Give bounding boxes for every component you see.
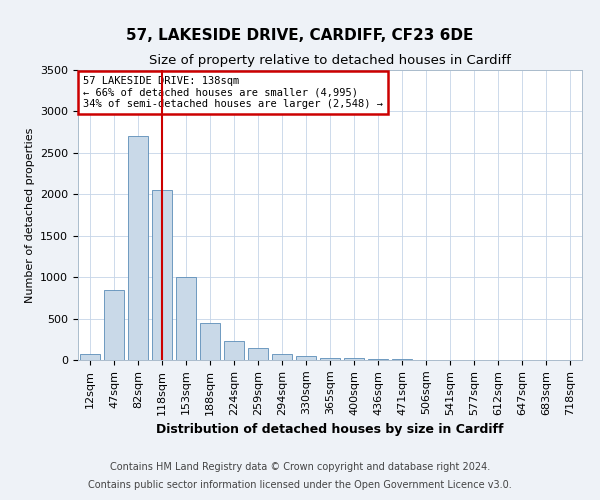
Bar bbox=[224, 342, 244, 360]
Bar bbox=[128, 136, 148, 360]
Bar bbox=[104, 290, 124, 360]
Text: 57, LAKESIDE DRIVE, CARDIFF, CF23 6DE: 57, LAKESIDE DRIVE, CARDIFF, CF23 6DE bbox=[127, 28, 473, 42]
Bar bbox=[200, 322, 220, 360]
Text: 57 LAKESIDE DRIVE: 138sqm
← 66% of detached houses are smaller (4,995)
34% of se: 57 LAKESIDE DRIVE: 138sqm ← 66% of detac… bbox=[83, 76, 383, 109]
Title: Size of property relative to detached houses in Cardiff: Size of property relative to detached ho… bbox=[149, 54, 511, 68]
Bar bbox=[80, 354, 100, 360]
Bar bbox=[176, 277, 196, 360]
Bar bbox=[272, 354, 292, 360]
Bar bbox=[344, 358, 364, 360]
Y-axis label: Number of detached properties: Number of detached properties bbox=[25, 128, 35, 302]
Text: Contains public sector information licensed under the Open Government Licence v3: Contains public sector information licen… bbox=[88, 480, 512, 490]
X-axis label: Distribution of detached houses by size in Cardiff: Distribution of detached houses by size … bbox=[156, 423, 504, 436]
Bar bbox=[248, 348, 268, 360]
Bar bbox=[368, 359, 388, 360]
Bar bbox=[152, 190, 172, 360]
Bar bbox=[320, 358, 340, 360]
Bar bbox=[296, 356, 316, 360]
Text: Contains HM Land Registry data © Crown copyright and database right 2024.: Contains HM Land Registry data © Crown c… bbox=[110, 462, 490, 472]
